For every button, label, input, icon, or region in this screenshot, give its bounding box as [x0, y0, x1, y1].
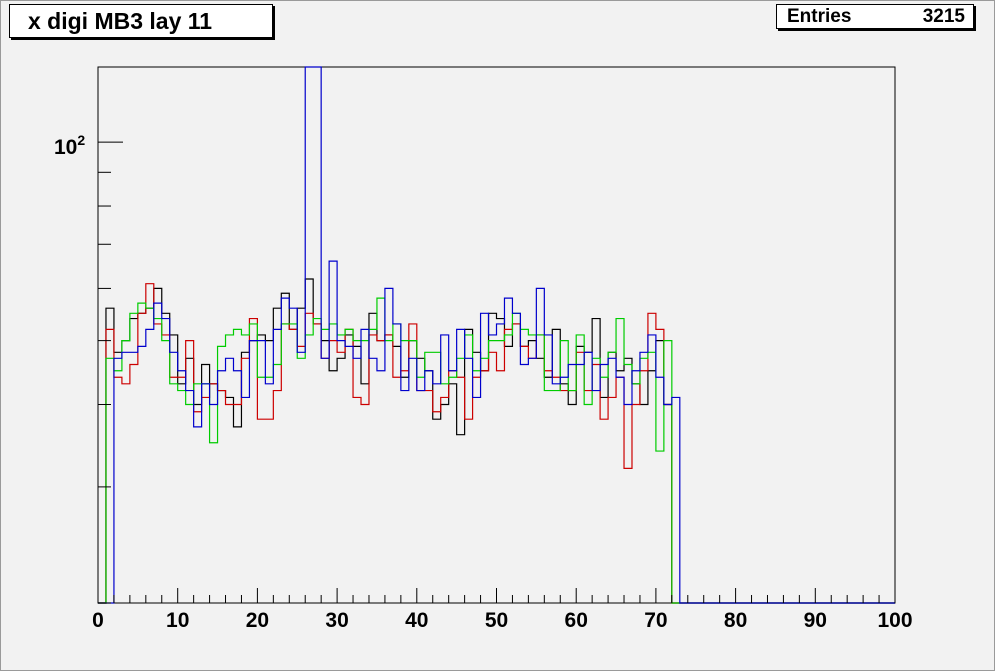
series-2-line [98, 297, 895, 604]
axis-layer: 0 10 20 30 40 50 60 70 80 90 100 102 [54, 132, 913, 632]
x-tick-label: 60 [565, 609, 588, 632]
x-tick-label: 10 [166, 609, 189, 632]
x-tick-label: 100 [877, 609, 912, 632]
stats-entries-label: Entries [787, 6, 852, 27]
stats-entries-value: 3215 [922, 6, 965, 27]
x-tick-label: 80 [724, 609, 747, 632]
x-tick-label: 0 [92, 609, 104, 632]
x-tick-label: 40 [405, 609, 428, 632]
stats-box: Entries 3215 [776, 4, 974, 29]
x-tick-label: 70 [644, 609, 667, 632]
x-tick-label: 30 [325, 609, 348, 632]
y-tick-label: 102 [54, 132, 85, 159]
histogram-title-text: x digi MB3 lay 11 [28, 7, 213, 34]
x-tick-label: 50 [485, 609, 508, 632]
histogram-title: x digi MB3 lay 11 [9, 4, 273, 38]
series-layer [98, 66, 895, 604]
series-3-line [98, 66, 895, 604]
x-tick-label: 90 [804, 609, 827, 632]
x-tick-label: 20 [246, 609, 269, 632]
